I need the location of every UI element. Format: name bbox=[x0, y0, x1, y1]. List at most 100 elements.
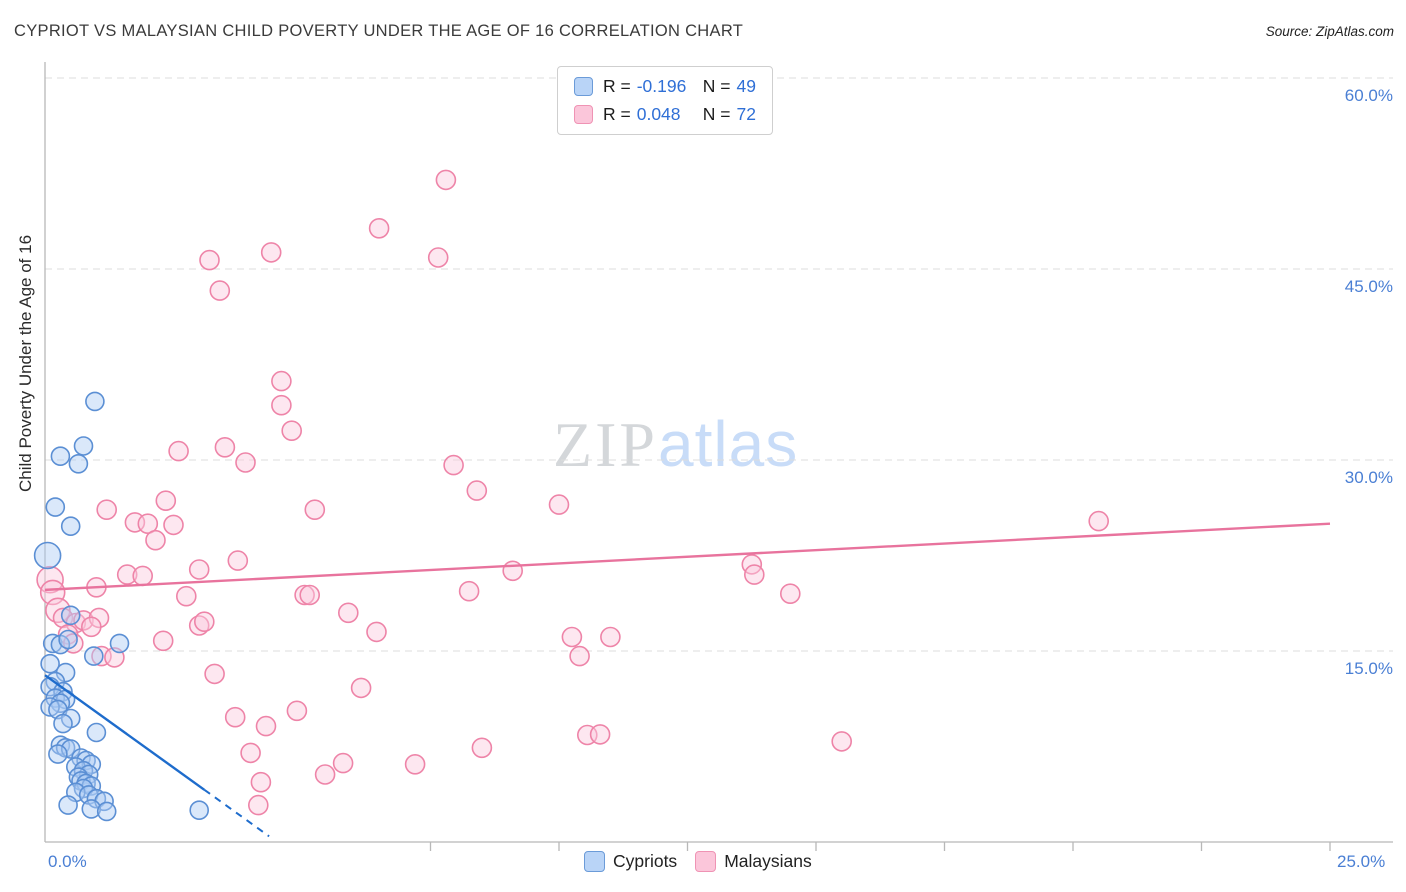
scatter-point-malaysians bbox=[589, 724, 611, 745]
malaysians-swatch-icon bbox=[574, 105, 593, 124]
r-value-malaysians: 0.048 bbox=[636, 104, 681, 124]
cypriots-swatch-icon bbox=[574, 77, 593, 96]
n-value-malaysians: 72 bbox=[736, 104, 756, 124]
scatter-point-cypriots bbox=[40, 697, 60, 717]
scatter-point-malaysians bbox=[176, 585, 197, 607]
scatter-point-malaysians bbox=[294, 584, 315, 606]
scatter-point-malaysians bbox=[561, 626, 583, 648]
scatter-point-malaysians bbox=[250, 771, 272, 793]
y-tick-30: 30.0% bbox=[1344, 468, 1393, 487]
scatter-point-malaysians bbox=[366, 621, 387, 643]
malaysians-swatch-icon bbox=[695, 851, 717, 872]
scatter-point-malaysians bbox=[227, 550, 249, 571]
scatter-point-malaysians bbox=[168, 440, 189, 462]
scatter-point-malaysians bbox=[281, 420, 303, 442]
scatter-point-malaysians bbox=[304, 499, 326, 521]
scatter-point-malaysians bbox=[152, 630, 174, 652]
scatter-point-malaysians bbox=[155, 490, 177, 512]
scatter-point-malaysians bbox=[260, 242, 282, 263]
correlation-row-cypriots: R = -0.196 N = 49 bbox=[574, 76, 756, 97]
scatter-point-malaysians bbox=[299, 584, 321, 606]
scatter-point-malaysians bbox=[435, 169, 457, 191]
scatter-point-cypriots bbox=[85, 391, 105, 412]
scatter-point-cypriots bbox=[86, 788, 107, 809]
scatter-point-malaysians bbox=[368, 218, 390, 239]
scatter-point-cypriots bbox=[53, 681, 73, 702]
scatter-point-cypriots bbox=[58, 629, 78, 650]
scatter-point-malaysians bbox=[350, 677, 372, 699]
y-tick-45: 45.0% bbox=[1344, 277, 1393, 296]
scatter-point-malaysians bbox=[204, 663, 225, 685]
scatter-point-malaysians bbox=[81, 616, 102, 638]
scatter-point-cypriots bbox=[50, 446, 71, 467]
correlation-legend: R = -0.196 N = 49 R = 0.048 N = 72 bbox=[557, 66, 773, 135]
scatter-point-cypriots bbox=[73, 436, 94, 456]
scatter-point-malaysians bbox=[427, 247, 449, 268]
scatter-point-cypriots bbox=[109, 633, 130, 654]
scatter-point-malaysians bbox=[271, 370, 292, 392]
legend-item-cypriots: Cypriots bbox=[584, 851, 677, 872]
trend-line-extension-cypriots bbox=[203, 788, 270, 838]
source-credit: Source: ZipAtlas.com bbox=[1265, 24, 1394, 39]
trend-line-cypriots bbox=[44, 674, 206, 791]
trend-line-malaysians bbox=[44, 522, 1331, 592]
scatter-point-cypriots bbox=[86, 722, 107, 743]
scatter-point-malaysians bbox=[199, 249, 220, 271]
legend-item-malaysians: Malaysians bbox=[695, 851, 812, 872]
scatter-point-cypriots bbox=[68, 453, 89, 474]
scatter-point-cypriots bbox=[189, 800, 209, 821]
scatter-point-malaysians bbox=[600, 626, 621, 648]
scatter-point-malaysians bbox=[743, 564, 765, 585]
scatter-point-malaysians bbox=[255, 715, 277, 737]
scatter-point-malaysians bbox=[569, 645, 590, 667]
x-tick-min: 0.0% bbox=[48, 852, 87, 871]
scatter-point-cypriots bbox=[81, 799, 102, 819]
page-title: CYPRIOT VS MALAYSIAN CHILD POVERTY UNDER… bbox=[14, 22, 744, 40]
scatter-point-malaysians bbox=[337, 602, 359, 624]
scatter-point-cypriots bbox=[33, 541, 62, 570]
r-label: R = bbox=[603, 104, 631, 124]
scatter-point-malaysians bbox=[247, 794, 269, 816]
r-value-cypriots: -0.196 bbox=[636, 76, 687, 96]
scatter-point-malaysians bbox=[163, 514, 184, 536]
r-label: R = bbox=[603, 76, 631, 96]
n-label: N = bbox=[702, 104, 731, 124]
scatter-point-malaysians bbox=[831, 731, 853, 752]
y-tick-15: 15.0% bbox=[1344, 659, 1393, 678]
scatter-point-malaysians bbox=[443, 454, 464, 476]
scatter-point-cypriots bbox=[48, 744, 68, 764]
scatter-point-malaysians bbox=[188, 559, 210, 580]
scatter-point-malaysians bbox=[286, 700, 308, 722]
scatter-point-malaysians bbox=[458, 580, 480, 602]
series-legend: Cypriots Malaysians bbox=[584, 851, 812, 872]
scatter-point-malaysians bbox=[145, 529, 166, 551]
scatter-point-malaysians bbox=[502, 560, 524, 582]
y-tick-60: 60.0% bbox=[1344, 86, 1393, 105]
scatter-point-malaysians bbox=[224, 706, 246, 728]
legend-label-malaysians: Malaysians bbox=[724, 851, 812, 871]
cypriots-swatch-icon bbox=[584, 851, 605, 872]
scatter-point-malaysians bbox=[314, 764, 336, 785]
scatter-point-malaysians bbox=[404, 753, 426, 775]
scatter-point-cypriots bbox=[58, 795, 78, 815]
scatter-point-malaysians bbox=[209, 280, 231, 301]
scatter-point-cypriots bbox=[60, 605, 81, 626]
scatter-point-malaysians bbox=[96, 499, 117, 521]
scatter-point-malaysians bbox=[52, 607, 74, 629]
n-value-cypriots: 49 bbox=[736, 76, 756, 96]
scatter-point-malaysians bbox=[240, 742, 261, 764]
scatter-point-malaysians bbox=[194, 611, 215, 633]
scatter-point-malaysians bbox=[271, 394, 292, 416]
scatter-point-cypriots bbox=[84, 646, 104, 666]
scatter-point-malaysians bbox=[779, 583, 801, 605]
scatter-point-malaysians bbox=[132, 565, 153, 587]
scatter-point-cypriots bbox=[40, 653, 60, 674]
scatter-point-malaysians bbox=[235, 452, 256, 473]
scatter-point-cypriots bbox=[42, 633, 63, 654]
n-label: N = bbox=[702, 76, 731, 96]
legend-label-cypriots: Cypriots bbox=[613, 851, 678, 871]
scatter-point-malaysians bbox=[214, 436, 236, 458]
y-axis-title: Child Poverty Under the Age of 16 bbox=[16, 234, 35, 492]
scatter-point-malaysians bbox=[548, 494, 570, 515]
scatter-point-cypriots bbox=[45, 497, 66, 517]
